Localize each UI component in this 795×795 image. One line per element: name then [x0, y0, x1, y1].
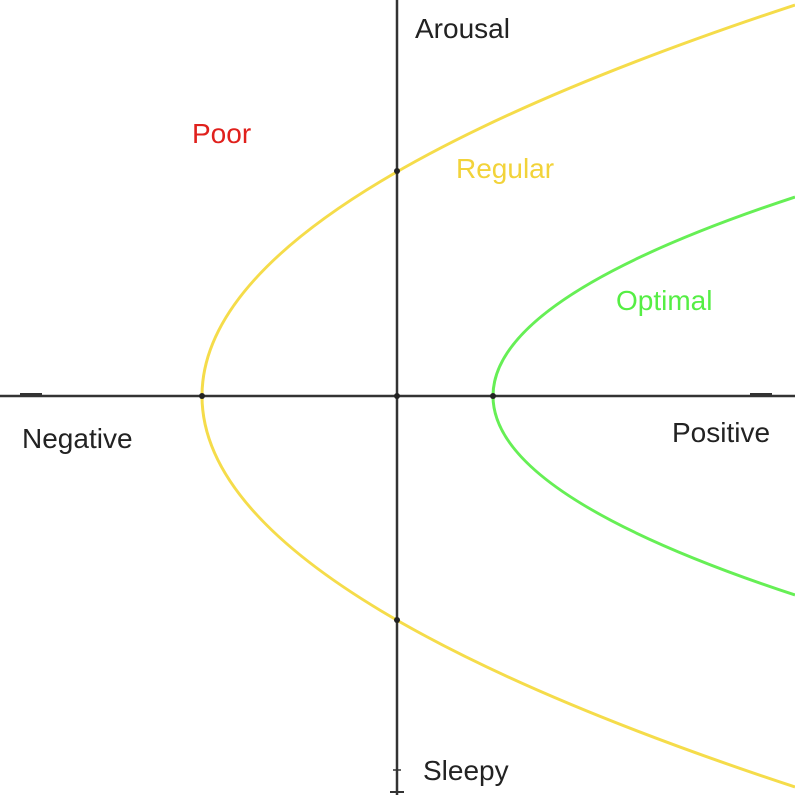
axis-label-sleepy: Sleepy [423, 755, 509, 786]
regular-lower-intersection-point [394, 617, 400, 623]
origin-point [394, 393, 400, 399]
axis-label-arousal: Arousal [415, 13, 510, 44]
axis-label-negative: Negative [22, 423, 133, 454]
region-label-regular: Regular [456, 153, 554, 184]
regular-upper-intersection-point [394, 168, 400, 174]
regular-vertex-point [199, 393, 205, 399]
axis-label-positive: Positive [672, 417, 770, 448]
region-label-optimal: Optimal [616, 285, 712, 316]
region-label-poor: Poor [192, 118, 251, 149]
optimal-vertex-point [490, 393, 496, 399]
